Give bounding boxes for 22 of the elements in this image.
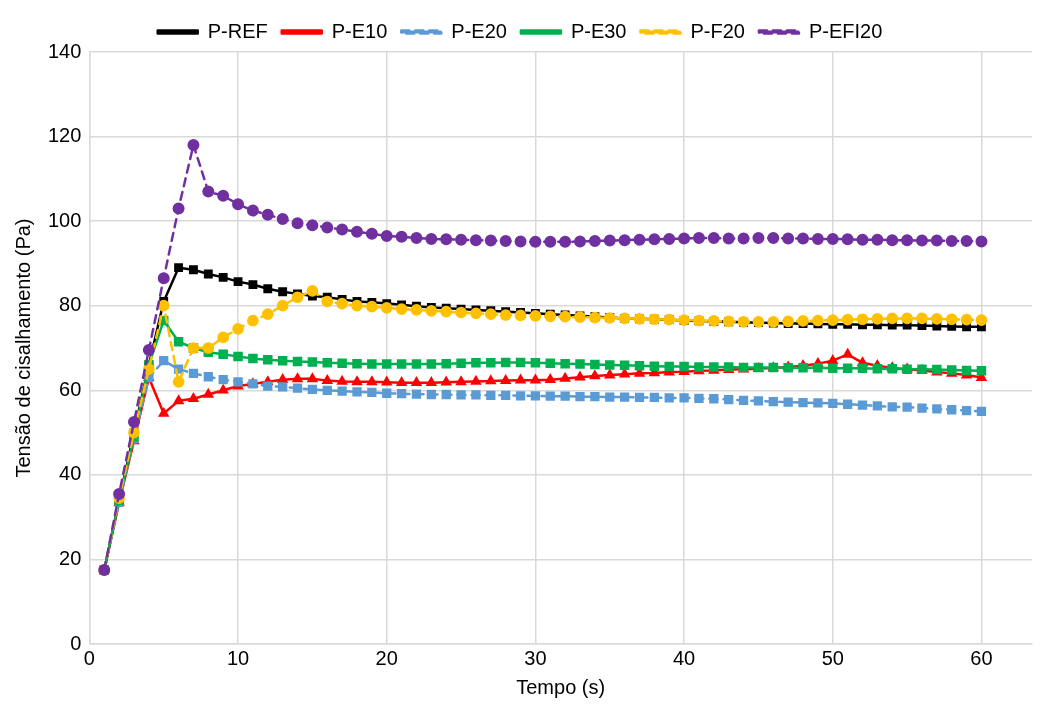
y-tick-label: 120 [47, 124, 82, 147]
x-tick-label: 60 [970, 646, 993, 669]
legend-label: P-EFI20 [808, 19, 883, 42]
y-axis-title: Tensão de cisalhamento (Pa) [11, 218, 34, 478]
legend-label: P-F20 [690, 19, 745, 42]
x-tick-label: 10 [226, 646, 250, 669]
y-tick-label: 140 [47, 39, 82, 62]
legend-label: P-E30 [570, 19, 627, 42]
y-tick-label: 20 [59, 546, 82, 569]
x-tick-label: 30 [524, 646, 547, 669]
y-tick-label: 80 [59, 293, 82, 316]
x-tick-label: 20 [375, 646, 398, 669]
y-tick-label: 100 [47, 208, 82, 231]
y-tick-label: 0 [70, 631, 82, 654]
x-axis-title: Tempo (s) [516, 675, 606, 698]
y-tick-label: 40 [59, 462, 82, 485]
legend-label: P-E10 [331, 19, 388, 42]
legend-label: P-REF [207, 19, 268, 42]
y-tick-label: 60 [59, 377, 82, 400]
legend-label: P-E20 [451, 19, 507, 42]
x-tick-label: 40 [672, 646, 696, 669]
x-tick-label: 50 [821, 646, 844, 669]
